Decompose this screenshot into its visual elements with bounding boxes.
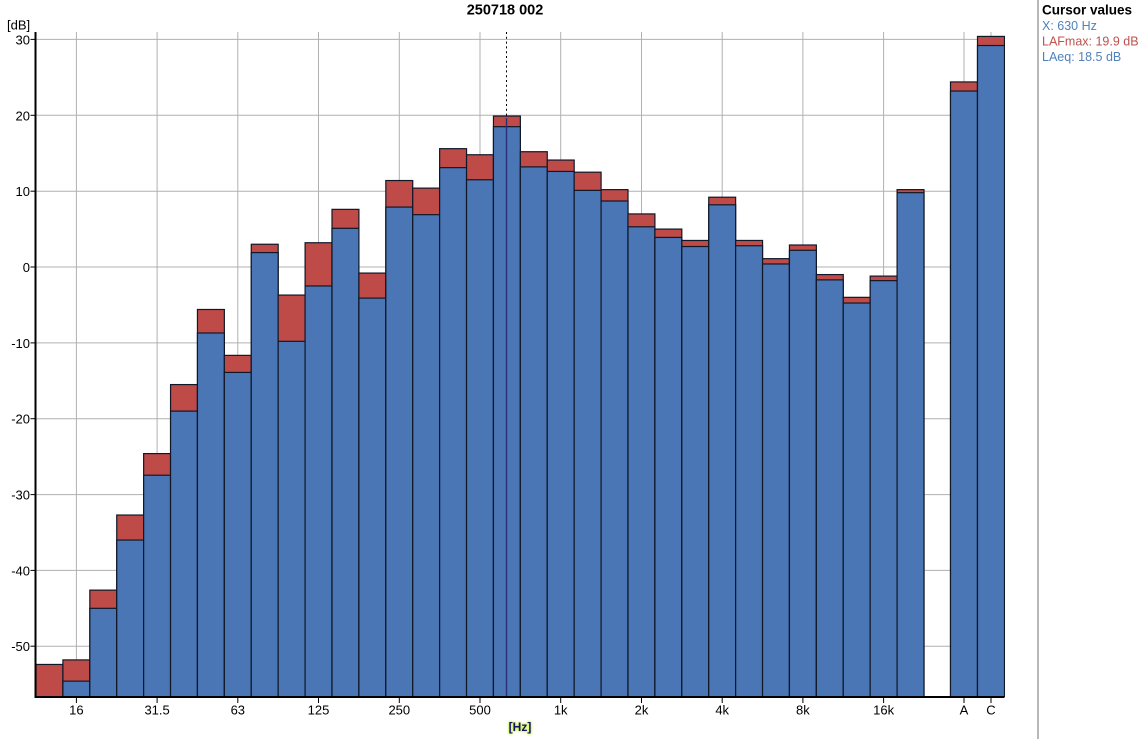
svg-text:8k: 8k [796,703,810,718]
svg-text:1k: 1k [554,703,568,718]
svg-text:-40: -40 [11,563,30,578]
svg-text:[Hz]: [Hz] [509,720,532,734]
svg-text:-50: -50 [11,639,30,654]
svg-text:-20: -20 [11,412,30,427]
svg-text:-30: -30 [11,488,30,503]
svg-text:LAeq: 18.5 dB: LAeq: 18.5 dB [1042,50,1121,64]
svg-text:20: 20 [16,108,30,123]
svg-text:4k: 4k [715,703,729,718]
svg-text:A: A [960,703,969,718]
svg-text:X: 630 Hz: X: 630 Hz [1042,19,1097,33]
svg-text:16: 16 [69,703,83,718]
svg-text:0: 0 [23,260,30,275]
svg-text:30: 30 [16,32,30,47]
svg-text:63: 63 [231,703,245,718]
svg-text:250: 250 [388,703,410,718]
svg-text:C: C [986,703,995,718]
svg-text:10: 10 [16,184,30,199]
svg-text:[dB]: [dB] [7,18,30,33]
svg-text:2k: 2k [635,703,649,718]
svg-text:500: 500 [469,703,491,718]
svg-text:125: 125 [308,703,330,718]
svg-text:-10: -10 [11,336,30,351]
svg-text:LAFmax: 19.9 dB: LAFmax: 19.9 dB [1042,35,1139,49]
svg-text:16k: 16k [873,703,894,718]
svg-text:250718 002: 250718 002 [467,3,544,19]
svg-text:Cursor values: Cursor values [1042,3,1132,18]
svg-text:31.5: 31.5 [144,703,169,718]
